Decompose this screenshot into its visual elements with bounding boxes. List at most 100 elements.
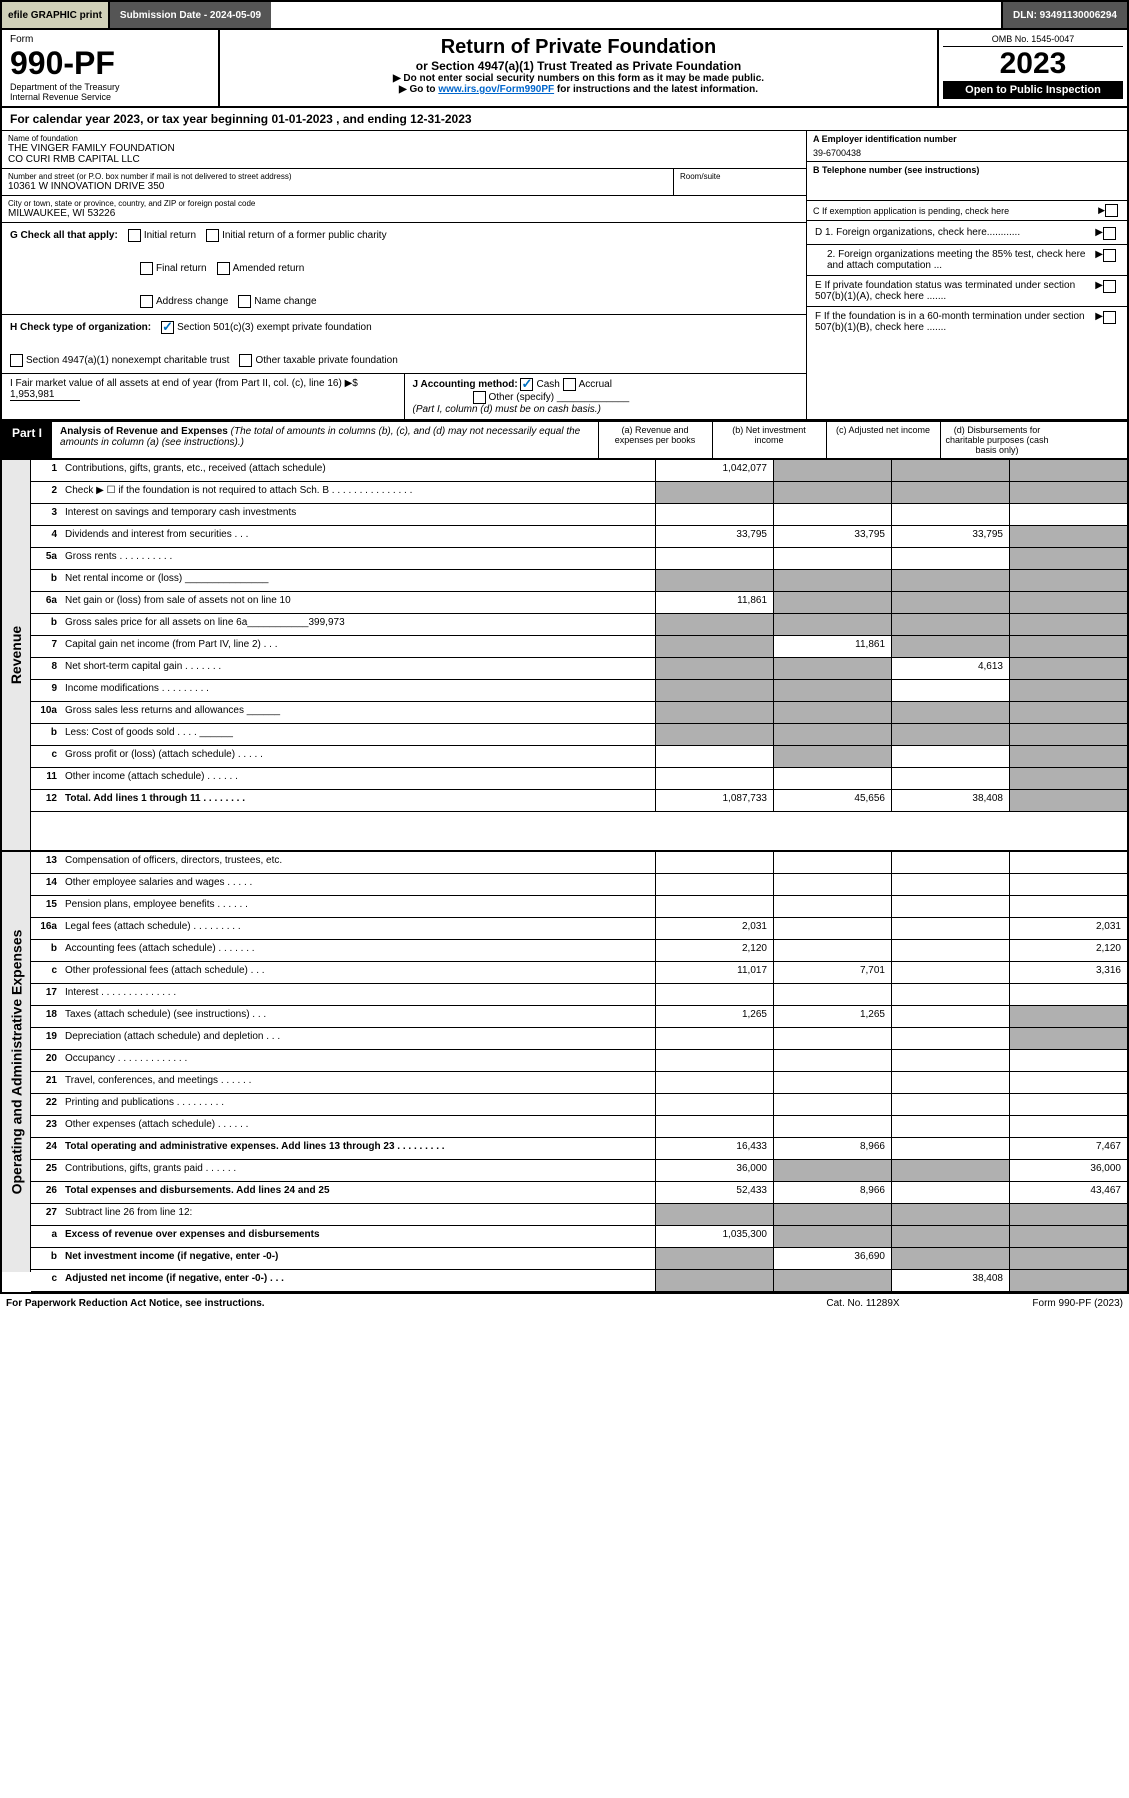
line-row: 19Depreciation (attach schedule) and dep… (31, 1028, 1127, 1050)
amount-cell (1009, 984, 1127, 1005)
line-row: 9Income modifications . . . . . . . . . (31, 680, 1127, 702)
amount-cell (655, 1072, 773, 1093)
g-address-change[interactable] (140, 295, 153, 308)
amount-cell (891, 852, 1009, 873)
city-state-zip: MILWAUKEE, WI 53226 (8, 208, 800, 219)
g-final-return[interactable] (140, 262, 153, 275)
line-number: b (31, 1248, 61, 1269)
amount-cell (773, 918, 891, 939)
amount-cell: 11,017 (655, 962, 773, 983)
amount-cell (655, 1094, 773, 1115)
g-name-change[interactable] (238, 295, 251, 308)
amount-cell (1009, 658, 1127, 679)
amount-cell: 33,795 (891, 526, 1009, 547)
amount-cell (655, 724, 773, 745)
amount-cell (655, 614, 773, 635)
amount-cell (891, 680, 1009, 701)
amount-cell: 36,690 (773, 1248, 891, 1269)
form-note-1: ▶ Do not enter social security numbers o… (226, 73, 931, 84)
dept-treasury: Department of the Treasury (10, 82, 210, 92)
line-description: Contributions, gifts, grants paid . . . … (61, 1160, 655, 1181)
amount-cell (773, 460, 891, 481)
c-checkbox[interactable] (1105, 204, 1118, 217)
efile-label[interactable]: efile GRAPHIC print (2, 2, 108, 28)
line-number: c (31, 746, 61, 767)
line-number: 4 (31, 526, 61, 547)
e-checkbox[interactable] (1103, 280, 1116, 293)
line-number: 25 (31, 1160, 61, 1181)
calendar-year-row: For calendar year 2023, or tax year begi… (0, 108, 1129, 131)
line-description: Other expenses (attach schedule) . . . .… (61, 1116, 655, 1137)
amount-cell (891, 702, 1009, 723)
amount-cell (891, 1226, 1009, 1247)
amount-cell (1009, 504, 1127, 525)
line-row: bNet investment income (if negative, ent… (31, 1248, 1127, 1270)
h-501c3[interactable] (161, 321, 174, 334)
line-row: 17Interest . . . . . . . . . . . . . . (31, 984, 1127, 1006)
amount-cell (891, 504, 1009, 525)
line-description: Travel, conferences, and meetings . . . … (61, 1072, 655, 1093)
amount-cell (655, 1050, 773, 1071)
line-description: Net gain or (loss) from sale of assets n… (61, 592, 655, 613)
line-number: 24 (31, 1138, 61, 1159)
amount-cell (891, 636, 1009, 657)
line-row: aExcess of revenue over expenses and dis… (31, 1226, 1127, 1248)
line-row: 25Contributions, gifts, grants paid . . … (31, 1160, 1127, 1182)
col-a: (a) Revenue and expenses per books (598, 422, 712, 458)
line-description: Income modifications . . . . . . . . . (61, 680, 655, 701)
g-initial-return[interactable] (128, 229, 141, 242)
i-label: I Fair market value of all assets at end… (10, 378, 358, 389)
col-d: (d) Disbursements for charitable purpose… (940, 422, 1054, 458)
amount-cell (891, 746, 1009, 767)
line-row: 16aLegal fees (attach schedule) . . . . … (31, 918, 1127, 940)
line-description: Check ▶ ☐ if the foundation is not requi… (61, 482, 655, 503)
amount-cell (891, 460, 1009, 481)
amount-cell: 2,120 (1009, 940, 1127, 961)
f-label: F If the foundation is in a 60-month ter… (815, 311, 1095, 333)
j-accrual[interactable] (563, 378, 576, 391)
amount-cell (1009, 1072, 1127, 1093)
line-description: Capital gain net income (from Part IV, l… (61, 636, 655, 657)
col-c: (c) Adjusted net income (826, 422, 940, 458)
amount-cell: 3,316 (1009, 962, 1127, 983)
g-initial-former[interactable] (206, 229, 219, 242)
f-checkbox[interactable] (1103, 311, 1116, 324)
line-description: Legal fees (attach schedule) . . . . . .… (61, 918, 655, 939)
line-row: cAdjusted net income (if negative, enter… (31, 1270, 1127, 1292)
amount-cell: 8,966 (773, 1182, 891, 1203)
amount-cell (655, 768, 773, 789)
amount-cell (773, 1204, 891, 1225)
header-center: Return of Private Foundation or Section … (220, 30, 937, 106)
footer-cat: Cat. No. 11289X (763, 1298, 963, 1309)
amount-cell (773, 1116, 891, 1137)
form-title: Return of Private Foundation (226, 36, 931, 59)
line-description: Interest on savings and temporary cash i… (61, 504, 655, 525)
line-description: Subtract line 26 from line 12: (61, 1204, 655, 1225)
amount-cell: 36,000 (1009, 1160, 1127, 1181)
amount-cell (1009, 460, 1127, 481)
d2-checkbox[interactable] (1103, 249, 1116, 262)
amount-cell (773, 680, 891, 701)
street-address: 10361 W INNOVATION DRIVE 350 (8, 181, 667, 192)
line-row: 26Total expenses and disbursements. Add … (31, 1182, 1127, 1204)
amount-cell (891, 1094, 1009, 1115)
amount-cell (773, 614, 891, 635)
g-amended-return[interactable] (217, 262, 230, 275)
amount-cell (773, 1050, 891, 1071)
line-description: Depreciation (attach schedule) and deple… (61, 1028, 655, 1049)
form990pf-link[interactable]: www.irs.gov/Form990PF (438, 84, 554, 95)
amount-cell (891, 1160, 1009, 1181)
amount-cell (1009, 526, 1127, 547)
j-cash[interactable] (520, 378, 533, 391)
h-other-taxable[interactable] (239, 354, 252, 367)
amount-cell (773, 482, 891, 503)
g-row: G Check all that apply: Initial return I… (2, 223, 806, 315)
j-other[interactable] (473, 391, 486, 404)
h-4947[interactable] (10, 354, 23, 367)
line-description: Other income (attach schedule) . . . . .… (61, 768, 655, 789)
amount-cell (891, 614, 1009, 635)
d1-checkbox[interactable] (1103, 227, 1116, 240)
line-description: Net rental income or (loss) ____________… (61, 570, 655, 591)
line-description: Net short-term capital gain . . . . . . … (61, 658, 655, 679)
line-row: 6aNet gain or (loss) from sale of assets… (31, 592, 1127, 614)
